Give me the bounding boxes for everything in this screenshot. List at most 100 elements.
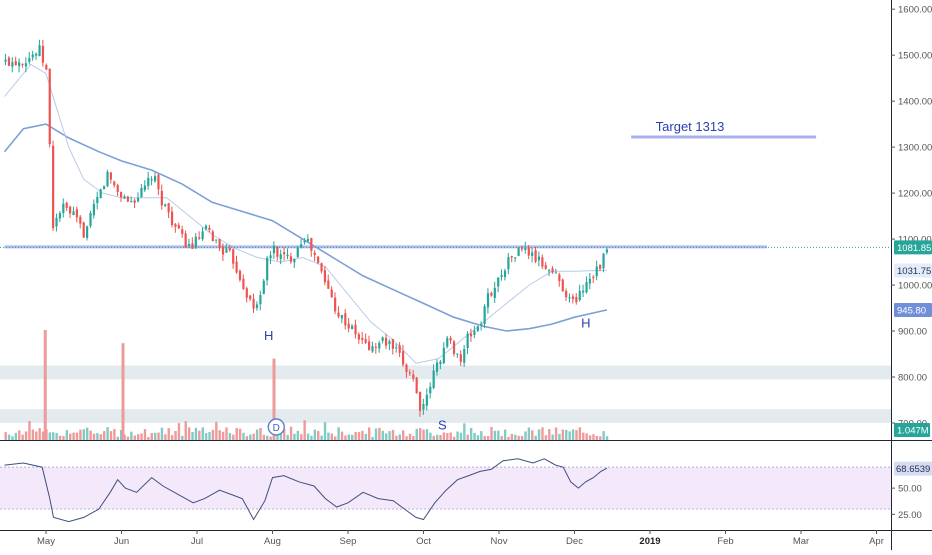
candle-body (408, 372, 411, 374)
time-axis-label: Dec (566, 536, 583, 547)
candle-body (35, 53, 38, 56)
candle-body (582, 290, 585, 293)
volume-bar (96, 433, 99, 440)
volume-bar (143, 429, 147, 440)
volume-bar (221, 431, 225, 440)
candle-body (398, 345, 401, 353)
candle-body (317, 256, 320, 263)
candle-body (157, 174, 160, 190)
candle-body (415, 377, 418, 394)
rsi-axis-tick-label: 50.00 (898, 484, 922, 495)
candle-body (232, 249, 235, 264)
volume-bar (283, 428, 286, 440)
candle-body (361, 338, 364, 340)
candle-body (439, 361, 442, 365)
volume-badge (894, 423, 930, 437)
candle-body (21, 63, 24, 65)
time-axis-label: Sep (340, 536, 357, 547)
candle-body (92, 204, 96, 216)
candle-body (473, 330, 476, 335)
candle-body (520, 248, 524, 250)
candle-body (422, 404, 425, 410)
candle-body (548, 270, 551, 272)
candle-body (208, 227, 211, 230)
time-axis-label: Nov (491, 536, 508, 547)
volume-bar (507, 436, 510, 440)
volume-bar (497, 430, 500, 440)
candle-body (276, 247, 279, 257)
volume-bar (109, 431, 113, 440)
candle-body (69, 206, 72, 214)
candle-body (374, 346, 378, 348)
volume-bar (225, 427, 228, 440)
volume-bar (541, 427, 544, 440)
candle-body (578, 290, 581, 300)
volume-bar (486, 436, 490, 440)
price-badge (894, 240, 932, 255)
candle-body (119, 192, 123, 198)
volume-bar (296, 430, 300, 440)
candle-body (52, 145, 55, 229)
volume-bar (82, 429, 86, 440)
volume-bar (527, 427, 531, 440)
candle-body (340, 315, 344, 319)
candle-body (89, 213, 92, 226)
volume-bar (575, 430, 578, 440)
candle-body (599, 265, 602, 269)
price-axis-tick-label: 1400.00 (898, 97, 932, 108)
volume-bar (31, 429, 35, 440)
candle-body (113, 181, 116, 186)
candle-body (500, 275, 503, 277)
candle-body (459, 354, 462, 362)
candle-body (395, 347, 398, 349)
candle-body (351, 325, 354, 330)
volume-bar (469, 427, 473, 440)
candle-body (24, 63, 28, 67)
pattern-label: S (438, 417, 447, 432)
candle-body (7, 57, 11, 66)
candle-body (164, 204, 167, 206)
volume-bar (480, 431, 483, 440)
candle-body (75, 209, 79, 218)
candle-body (279, 254, 282, 260)
candle-body (418, 391, 422, 411)
volume-bar (211, 429, 215, 440)
volume-bar (442, 432, 446, 440)
dividend-marker[interactable] (267, 418, 285, 436)
candle-body (286, 254, 289, 257)
volume-bar (602, 431, 605, 440)
volume-bar (136, 434, 140, 440)
volume-bar (245, 436, 249, 440)
candle-body (184, 233, 187, 248)
volume-bar (551, 434, 554, 440)
candle-body (266, 257, 269, 281)
volume-bar (119, 430, 123, 440)
candle-body (72, 211, 75, 216)
candle-body (347, 323, 350, 329)
volume-bar (351, 434, 354, 440)
volume-bar (446, 433, 449, 440)
candle-body (160, 190, 163, 206)
price-axis-tick-label: 900.00 (898, 327, 927, 338)
candle-body (486, 293, 490, 308)
volume-bar (595, 435, 599, 440)
candle-body (446, 337, 449, 347)
candle-body (181, 229, 184, 234)
volume-bar (7, 434, 11, 440)
candle-body (435, 362, 439, 372)
candle-body (41, 45, 45, 63)
volume-bar (401, 430, 405, 440)
volume-bar (103, 431, 106, 440)
candle-body (177, 225, 180, 229)
volume-bar (28, 420, 31, 440)
candle-body (245, 288, 248, 298)
candle-body (571, 296, 575, 300)
volume-bar (320, 435, 323, 440)
candle-body (55, 217, 58, 227)
volume-bar (554, 427, 558, 440)
volume-bar (466, 434, 469, 440)
candle-body (167, 203, 170, 213)
rsi-band (0, 467, 891, 510)
